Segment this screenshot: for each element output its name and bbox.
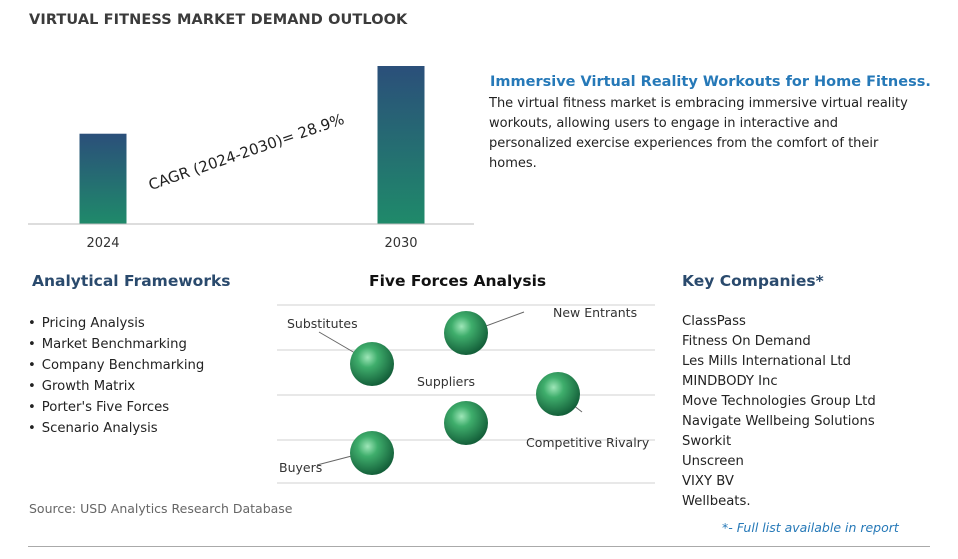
list-item: Porter's Five Forces bbox=[28, 397, 204, 418]
list-item: MINDBODY Inc bbox=[682, 374, 778, 389]
list-item: ClassPass bbox=[682, 314, 746, 329]
force-label-new-entrants: New Entrants bbox=[553, 305, 638, 320]
sphere-buyers bbox=[350, 431, 394, 475]
sphere-new-entrants bbox=[444, 311, 488, 355]
five-forces-title: Five Forces Analysis bbox=[369, 272, 547, 290]
list-item: VIXY BV bbox=[682, 474, 734, 489]
list-item: Wellbeats. bbox=[682, 494, 751, 509]
full-list-note: *- Full list available in report bbox=[722, 520, 899, 535]
page-title: VIRTUAL FITNESS MARKET DEMAND OUTLOOK bbox=[29, 12, 408, 28]
list-item: Fitness On Demand bbox=[682, 334, 811, 349]
list-item: Les Mills International Ltd bbox=[682, 354, 851, 369]
five-forces-diagram: Substitutes New Entrants Suppliers Compe… bbox=[277, 300, 655, 485]
tick-label-2024: 2024 bbox=[86, 236, 120, 251]
key-companies-title: Key Companies* bbox=[682, 272, 824, 290]
five-forces-svg bbox=[277, 304, 655, 484]
sphere-substitutes bbox=[350, 342, 394, 386]
list-item: Company Benchmarking bbox=[28, 355, 204, 376]
list-item: Market Benchmarking bbox=[28, 334, 204, 355]
bar-chart-svg bbox=[28, 66, 474, 225]
bar-2030 bbox=[377, 66, 425, 224]
list-item: Navigate Wellbeing Solutions bbox=[682, 414, 875, 429]
source-text: Source: USD Analytics Research Database bbox=[29, 501, 293, 516]
key-companies-list: ClassPass Fitness On Demand Les Mills In… bbox=[682, 312, 876, 512]
force-label-substitutes: Substitutes bbox=[287, 316, 358, 331]
force-label-buyers: Buyers bbox=[279, 460, 323, 475]
bottom-divider bbox=[28, 546, 930, 547]
list-item: Unscreen bbox=[682, 454, 744, 469]
tick-label-2030: 2030 bbox=[384, 236, 418, 251]
list-item: Pricing Analysis bbox=[28, 313, 204, 334]
list-item: Scenario Analysis bbox=[28, 418, 204, 439]
highlight-body: The virtual fitness market is embracing … bbox=[489, 96, 908, 171]
analytical-frameworks-list: Pricing Analysis Market Benchmarking Com… bbox=[28, 313, 204, 439]
list-item: Move Technologies Group Ltd bbox=[682, 394, 876, 409]
force-label-suppliers: Suppliers bbox=[417, 374, 476, 389]
list-item: Sworkit bbox=[682, 434, 732, 449]
bar-2024 bbox=[79, 133, 127, 224]
analytical-frameworks-title: Analytical Frameworks bbox=[32, 272, 231, 290]
highlight-heading: Immersive Virtual Reality Workouts for H… bbox=[490, 74, 931, 90]
sphere-suppliers bbox=[444, 401, 488, 445]
bar-chart: 2024 2030 CAGR (2024-2030)= 28.9% bbox=[28, 40, 476, 262]
force-label-competitive-rivalry: Competitive Rivalry bbox=[526, 435, 650, 450]
sphere-competitive-rivalry bbox=[536, 372, 580, 416]
list-item: Growth Matrix bbox=[28, 376, 204, 397]
